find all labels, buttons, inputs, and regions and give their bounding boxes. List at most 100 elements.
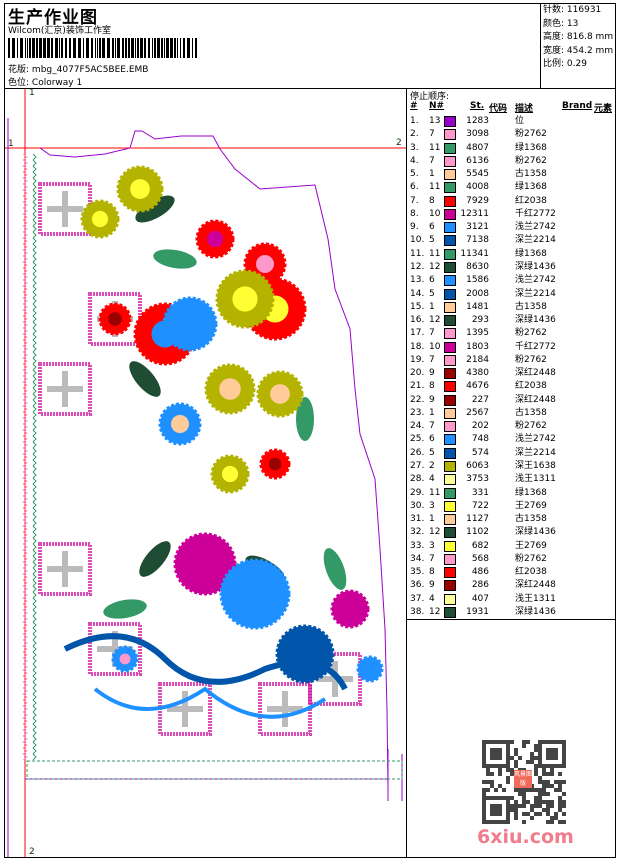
qr-module (506, 816, 510, 820)
barcode-bar (32, 38, 35, 58)
qr-module (550, 756, 554, 760)
row-needle: 3 (429, 500, 435, 511)
row-index: 9. (410, 222, 419, 233)
qr-module (562, 812, 566, 816)
zigzag-border (22, 573, 28, 581)
qr-module (482, 764, 486, 768)
zigzag-border (22, 279, 28, 287)
row-needle: 7 (429, 553, 435, 564)
table-row: 14. 5 2008 深兰2214 (407, 288, 617, 301)
qr-module (522, 796, 526, 800)
zigzag-border (32, 393, 37, 401)
qr-module (482, 808, 486, 812)
row-index: 25. (410, 434, 425, 445)
table-row: 29. 11 331 绿1368 (407, 487, 617, 500)
barcode-bar (128, 38, 130, 58)
zigzag-border (22, 729, 28, 737)
col-header-stitches: St. (470, 101, 485, 111)
qr-module (550, 820, 554, 824)
zigzag-border (32, 267, 37, 275)
barcode-bar (17, 38, 18, 58)
qr-module (482, 752, 486, 756)
qr-module (482, 816, 486, 820)
row-stitches: 4676 (466, 381, 489, 392)
qr-module (534, 744, 538, 748)
cross-stitch-motif (38, 542, 92, 596)
design-scale: 比例: 0.29 (543, 59, 587, 69)
leaf (323, 548, 347, 590)
col-header-element: 元素 (594, 104, 613, 114)
zigzag-border (22, 639, 28, 647)
barcode-bar (8, 38, 10, 58)
qr-module (502, 764, 506, 768)
qr-module (514, 812, 518, 816)
zigzag-border (32, 249, 37, 257)
barcode-bar (112, 38, 114, 58)
zigzag-border (32, 657, 37, 665)
zigzag-border (32, 291, 37, 299)
qr-module (546, 804, 550, 808)
row-description: 绿1368 (515, 142, 547, 153)
row-description: 深红2448 (515, 394, 556, 405)
zigzag-border (32, 423, 37, 431)
row-description: 绿1368 (515, 248, 547, 259)
qr-module (550, 768, 554, 772)
table-row: 33. 3 682 王2769 (407, 540, 617, 553)
qr-module (542, 792, 546, 796)
row-needle: 6 (429, 275, 435, 286)
qr-module (490, 756, 494, 760)
zigzag-border (22, 231, 28, 239)
color-swatch (444, 527, 456, 539)
row-index: 26. (410, 447, 425, 458)
zigzag-border (32, 597, 37, 605)
row-stitches: 6063 (466, 461, 489, 472)
qr-module (538, 764, 542, 768)
qr-module (494, 796, 498, 800)
qr-module (498, 796, 502, 800)
color-swatch (444, 447, 456, 459)
barcode-bar (152, 38, 153, 58)
zigzag-border (32, 519, 37, 527)
row-needle: 12 (429, 527, 441, 538)
zigzag-border (32, 495, 37, 503)
leaf (135, 195, 175, 223)
qr-module (534, 764, 538, 768)
row-stitches: 3753 (466, 474, 489, 485)
qr-module (562, 780, 566, 784)
row-needle: 6 (429, 222, 435, 233)
row-index: 29. (410, 487, 425, 498)
row-description: 绿1368 (515, 182, 547, 193)
qr-module (534, 800, 538, 804)
barcode-bar (187, 38, 190, 58)
qr-module (506, 764, 510, 768)
table-row: 37. 4 407 浅王1311 (407, 593, 617, 606)
zigzag-border (32, 591, 37, 599)
zigzag-border (32, 339, 37, 347)
qr-module (562, 756, 566, 760)
row-stitches: 3121 (466, 222, 489, 233)
barcode-bar (59, 38, 60, 58)
zigzag-border (32, 549, 37, 557)
watermark-logo: 6xiu.com (477, 826, 574, 848)
zigzag-border (22, 717, 28, 725)
zigzag-border (32, 639, 37, 647)
stop-sequence-title: 停止顺序: (410, 92, 450, 102)
zigzag-border (22, 363, 28, 371)
color-swatch (444, 381, 456, 393)
grey-star-motif (47, 191, 83, 227)
row-index: 7. (410, 195, 419, 206)
row-index: 24. (410, 421, 425, 432)
qr-module (490, 752, 494, 756)
qr-module (542, 800, 546, 804)
qr-module (514, 816, 518, 820)
zigzag-border (22, 417, 28, 425)
qr-module (558, 804, 562, 808)
row-needle: 9 (429, 580, 435, 591)
row-stitches: 8630 (466, 261, 489, 272)
row-stitches: 4008 (466, 182, 489, 193)
zigzag-border (32, 723, 37, 731)
table-row: 22. 9 227 深红2448 (407, 394, 617, 407)
qr-module (490, 812, 494, 816)
row-index: 3. (410, 142, 419, 153)
qr-module (498, 820, 502, 824)
